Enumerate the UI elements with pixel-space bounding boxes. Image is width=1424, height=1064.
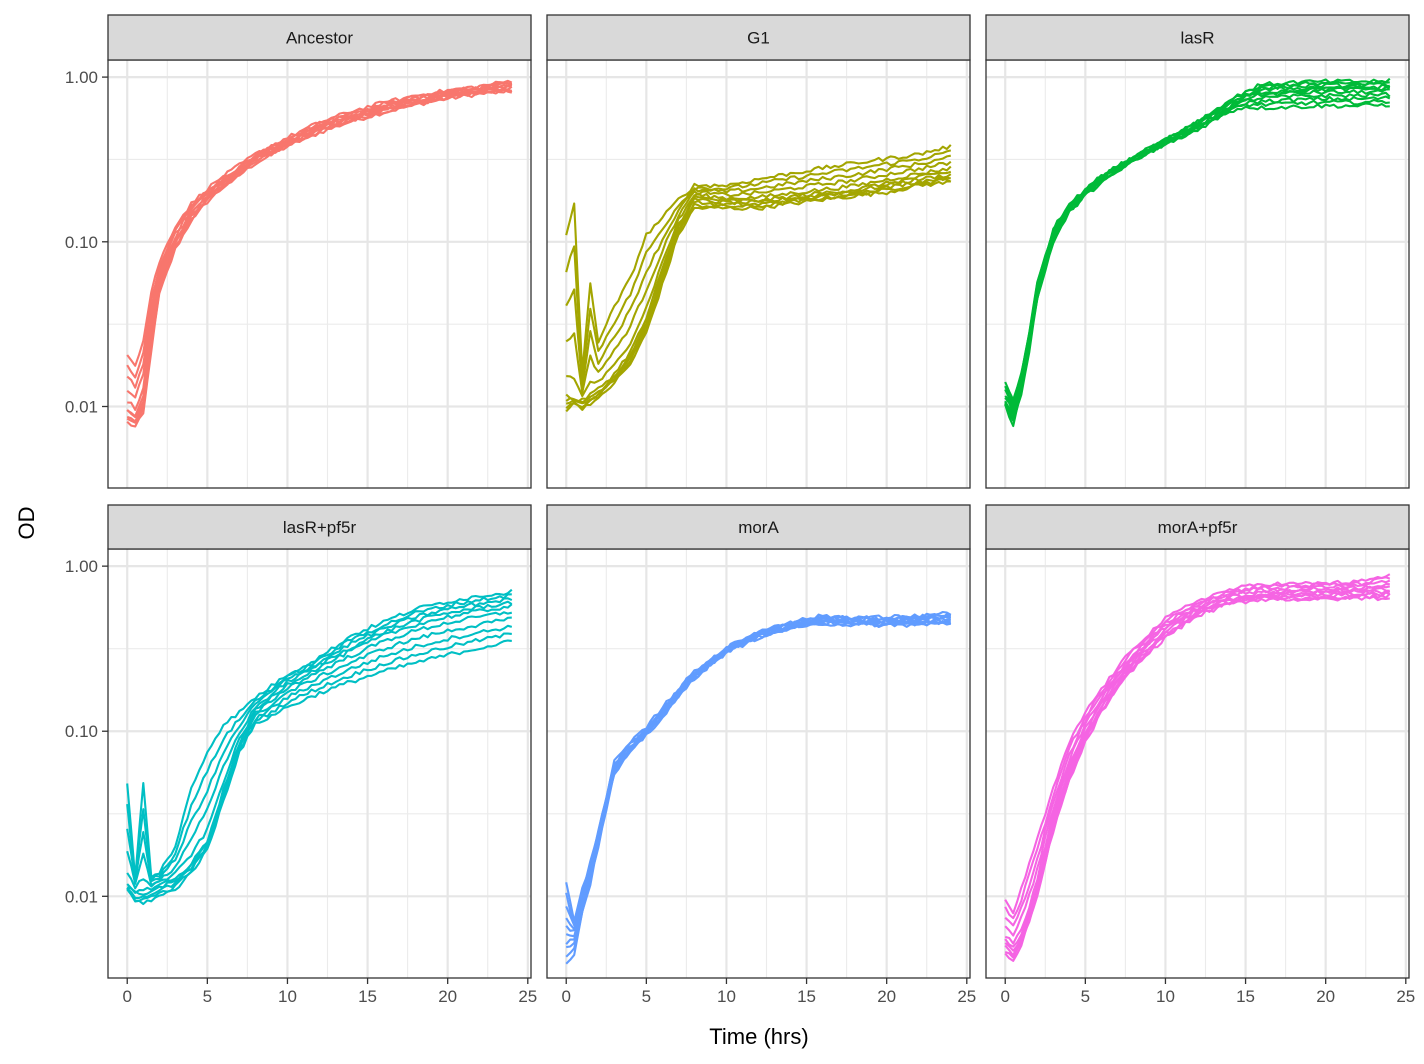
facet-strip-label: morA [738, 518, 779, 537]
x-tick-label: 15 [797, 987, 816, 1006]
facet-panel-ancestor: Ancestor 1.00 0.10 0.01 [65, 14, 532, 489]
panel-background [986, 549, 1409, 978]
facet-panels: Ancestor 1.00 0.10 0.01 G1 lasR lasR+pf5r 1.00 0… [65, 14, 1415, 1006]
replicate-line [126, 603, 513, 890]
facet-panel-g1: G1 [546, 14, 971, 489]
replicate-line [126, 632, 512, 902]
x-tick-label: 25 [518, 987, 537, 1006]
replicate-line [565, 144, 952, 374]
replicate-lines [126, 588, 513, 906]
replicate-line [126, 611, 513, 894]
replicate-line [126, 593, 512, 883]
x-axis-title: Time (hrs) [709, 1024, 808, 1049]
x-tick-label: 25 [1396, 987, 1415, 1006]
x-tick-label: 20 [438, 987, 457, 1006]
x-tick-label: 5 [203, 987, 212, 1006]
replicate-line [565, 180, 951, 413]
x-tick-label: 0 [1000, 987, 1009, 1006]
facet-strip [985, 504, 1410, 550]
replicate-lines [1004, 77, 1391, 428]
y-tick-label: 1.00 [65, 68, 98, 87]
y-tick-label: 1.00 [65, 557, 98, 576]
x-tick-label: 25 [957, 987, 976, 1006]
x-tick-label: 10 [717, 987, 736, 1006]
x-tick-label: 10 [1156, 987, 1175, 1006]
y-tick-label: 0.01 [65, 397, 98, 416]
x-tick-label: 5 [642, 987, 651, 1006]
facet-strip-label: lasR [1180, 29, 1214, 48]
panel-background [547, 60, 970, 488]
replicate-line [126, 79, 513, 367]
x-tick-label: 15 [1236, 987, 1255, 1006]
replicate-lines [1004, 573, 1391, 962]
facet-panel-mora-pf5r: morA+pf5r 0 5 10 15 20 25 [985, 504, 1415, 1006]
facet-panel-lasr-pf5r: lasR+pf5r 1.00 0.10 0.01 0 5 10 15 20 25 [65, 504, 537, 1006]
facet-strip-label: G1 [747, 29, 770, 48]
replicate-line [565, 170, 952, 403]
replicate-line [1004, 80, 1390, 404]
replicate-line [565, 610, 952, 923]
replicate-line [565, 154, 951, 388]
replicate-line [565, 160, 952, 394]
replicate-lines [565, 610, 952, 965]
facet-strip [107, 14, 532, 61]
replicate-line [126, 597, 513, 883]
facet-strip [546, 14, 971, 61]
replicate-line [1004, 573, 1391, 915]
facet-strip [546, 504, 971, 550]
facet-strip-label: Ancestor [286, 29, 353, 48]
replicate-line [126, 588, 513, 880]
facet-strip [985, 14, 1410, 61]
replicate-line [565, 178, 952, 409]
x-tick-label: 0 [561, 987, 570, 1006]
y-tick-label: 0.10 [65, 233, 98, 252]
x-tick-label: 10 [278, 987, 297, 1006]
y-axis-title: OD [14, 507, 39, 540]
facet-strip-label: lasR+pf5r [283, 518, 357, 537]
facet-panel-mora: morA 0 5 10 15 20 25 [546, 504, 976, 1006]
replicate-line [565, 149, 952, 381]
replicate-line [1004, 77, 1391, 401]
facet-panel-lasr: lasR [985, 14, 1410, 489]
x-tick-label: 15 [358, 987, 377, 1006]
x-tick-label: 0 [122, 987, 131, 1006]
replicate-lines [565, 144, 952, 413]
y-tick-label: 0.10 [65, 722, 98, 741]
panel-background [547, 549, 970, 978]
x-tick-label: 20 [877, 987, 896, 1006]
replicate-line [1004, 579, 1391, 927]
y-tick-label: 0.01 [65, 887, 98, 906]
facet-strip [107, 504, 532, 550]
replicate-lines [126, 79, 513, 428]
facet-strip-label: morA+pf5r [1158, 518, 1238, 537]
replicate-line [126, 624, 513, 899]
replicate-line [566, 165, 952, 398]
x-tick-label: 20 [1316, 987, 1335, 1006]
x-tick-label: 5 [1081, 987, 1090, 1006]
